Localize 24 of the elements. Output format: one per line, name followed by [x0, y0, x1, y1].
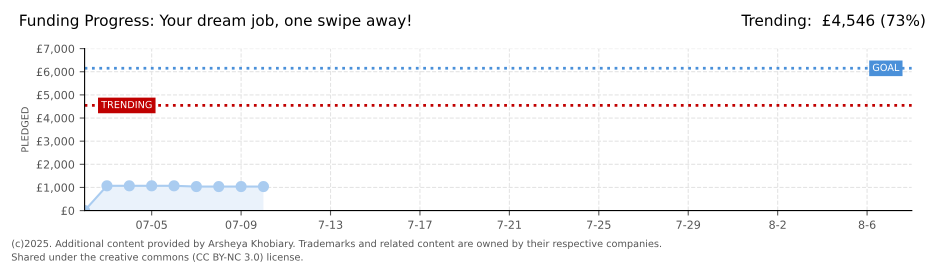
ref-line-label: GOAL: [872, 64, 900, 72]
x-tick-label: 7-29: [676, 220, 700, 229]
x-tick-label: 7-13: [318, 220, 342, 229]
x-tick-label: 07-09: [226, 220, 256, 229]
y-tick-label: £1,000: [36, 183, 74, 193]
text: Shared under the creative commons (CC BY-NC 3.0) license.: [12, 253, 302, 262]
y-tick-label: £2,000: [36, 160, 74, 170]
y-tick-label: £0: [61, 206, 74, 215]
x-tick-label: 8-6: [858, 220, 876, 229]
x-tick-label: 7-21: [498, 220, 521, 229]
text: (c)2025. Additional content provided by Arsheya Khobiary. Trademarks and related content are owned by their respective companies.: [12, 240, 662, 250]
chart-title: Funding Progress: Your dream job, one swipe away!: [20, 14, 410, 29]
ref-line-label: TRENDING: [101, 100, 152, 108]
x-tick-label: 7-17: [408, 220, 432, 229]
y-axis-title: PLEDGED: [21, 107, 29, 152]
y-tick-label: £5,000: [36, 90, 74, 100]
x-tick-label: 7-25: [587, 220, 610, 229]
y-tick-label: £7,000: [36, 44, 74, 54]
y-tick-label: £3,000: [36, 137, 74, 147]
y-tick-label: £4,000: [36, 114, 74, 124]
x-tick-label: 8-2: [769, 220, 786, 229]
y-tick-label: £6,000: [36, 68, 74, 78]
x-tick-label: 07-05: [136, 220, 167, 229]
chart-subtitle: Trending: £4,546 (73%): [741, 14, 925, 29]
